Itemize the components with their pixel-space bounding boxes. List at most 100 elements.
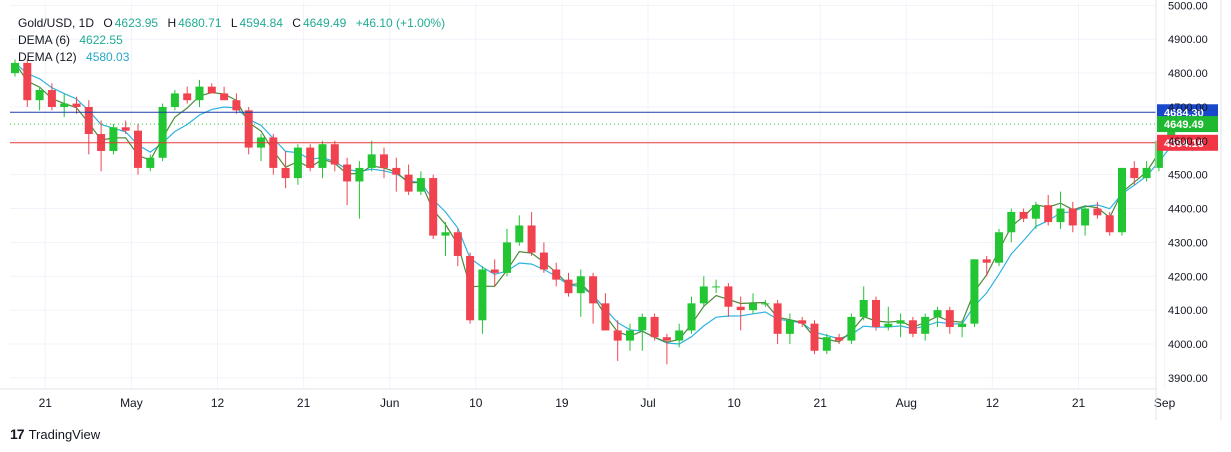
candle-body (626, 330, 634, 341)
candle-body (281, 167, 290, 179)
candle-body (859, 299, 868, 317)
y-tick-label: 4400.00 (1168, 204, 1208, 216)
candle-body (466, 255, 475, 321)
candle-body (207, 86, 216, 94)
candle-body (416, 178, 425, 192)
change-value: +46.10 (+1.00%) (355, 16, 446, 30)
close-label: C (292, 16, 301, 30)
ohlc-legend-row: Gold/USD, 1D O 4623.95 H 4680.71 L 4594.84 … (18, 15, 445, 32)
y-tick-label: 4500.00 (1168, 170, 1208, 182)
y-tick-label: 4900.00 (1168, 34, 1208, 46)
candle-body (232, 100, 241, 111)
candle-body (576, 276, 585, 294)
price-label-bg-last (1157, 116, 1218, 133)
y-tick-label: 4300.00 (1168, 237, 1208, 249)
candle-body (896, 320, 905, 324)
candles (11, 59, 1176, 365)
candle-body (183, 93, 192, 101)
x-tick-label: 19 (555, 396, 569, 410)
candle-body (330, 144, 339, 165)
brand-name: TradingView (28, 426, 101, 442)
candle-body (1019, 211, 1028, 219)
close-value: 4649.49 (302, 16, 347, 30)
candle-body (11, 62, 19, 74)
candle-body (72, 103, 81, 107)
candle-body (712, 286, 721, 288)
candle-body (367, 154, 376, 168)
tradingview-brand[interactable]: 17 TradingView (10, 426, 100, 442)
price-label-bg-red (1157, 134, 1218, 151)
tradingview-logo-icon: 17 (10, 426, 25, 442)
candle-body (170, 93, 179, 107)
candle-body (1081, 208, 1090, 226)
candle-body (933, 310, 942, 317)
low-label: L (230, 16, 238, 30)
y-tick-label: 4800.00 (1168, 68, 1208, 80)
candle-body (244, 110, 253, 148)
candle-body (1167, 123, 1176, 141)
candle-body (392, 167, 401, 175)
chart-legend: Gold/USD, 1D O 4623.95 H 4680.71 L 4594.84 … (18, 15, 445, 66)
symbol-label: Gold/USD, 1D (18, 16, 95, 30)
candle-body (810, 323, 819, 351)
y-tick-label: 4000.00 (1168, 339, 1208, 351)
candle-body (23, 62, 32, 101)
candle-body (441, 232, 450, 236)
candle-body (1118, 167, 1126, 233)
candle-body (736, 306, 745, 311)
candle-body (134, 130, 142, 168)
candle-body (908, 320, 917, 334)
candle-body (146, 157, 155, 168)
x-tick-label: Jul (640, 396, 655, 410)
candle-body (1044, 205, 1053, 223)
x-tick-label: 21 (814, 396, 828, 410)
candle-body (1068, 208, 1077, 226)
candle-body (1093, 208, 1102, 216)
candle-body (552, 269, 561, 280)
axes: 3900.00 4000.00 4100.00 4200.00 4300.00 4400.… (0, 0, 1222, 420)
candle-body (35, 90, 44, 101)
y-tick-label: 4200.00 (1168, 271, 1208, 283)
chart-area[interactable]: 4684.30 4649.49 4594.16 3900.00 4000.00 4100… (0, 0, 1231, 420)
candle-body (539, 252, 548, 270)
candle-body (995, 232, 1003, 263)
x-tick-label: 21 (297, 396, 311, 410)
candle-body (490, 269, 499, 273)
candle-body (921, 316, 930, 334)
candle-body (404, 174, 413, 192)
y-tick-label: 3900.00 (1168, 373, 1208, 385)
y-tick-label: 4600.00 (1168, 136, 1208, 148)
candle-body (355, 167, 364, 182)
candle-body (798, 320, 807, 324)
candle-body (1130, 167, 1139, 179)
candle-body (293, 147, 302, 179)
candle-body (982, 259, 991, 263)
high-value: 4680.71 (178, 16, 222, 30)
candle-body (109, 127, 118, 151)
candle-body (822, 337, 831, 351)
candle-body (773, 303, 782, 334)
candle-body (318, 144, 327, 168)
candle-body (527, 225, 536, 253)
candle-body (638, 316, 647, 331)
x-tick-label: 21 (39, 396, 53, 410)
candle-body (429, 178, 438, 236)
dema-12-legend-row: DEMA (12) 4580.03 (18, 49, 445, 66)
dema-12-value: 4580.03 (86, 50, 130, 64)
candle-body (121, 127, 130, 131)
candle-body (872, 299, 880, 328)
candle-body (650, 316, 659, 338)
x-tick-label: Jun (380, 396, 399, 410)
candle-body (687, 303, 696, 331)
candle-body (835, 337, 844, 341)
candle-body (958, 323, 967, 328)
open-label: O (103, 16, 113, 30)
candle-body (564, 279, 573, 294)
candle-body (1056, 208, 1065, 223)
candle-body (503, 242, 511, 273)
candle-body (478, 269, 487, 321)
candle-body (306, 147, 315, 168)
candle-body (1007, 211, 1016, 233)
